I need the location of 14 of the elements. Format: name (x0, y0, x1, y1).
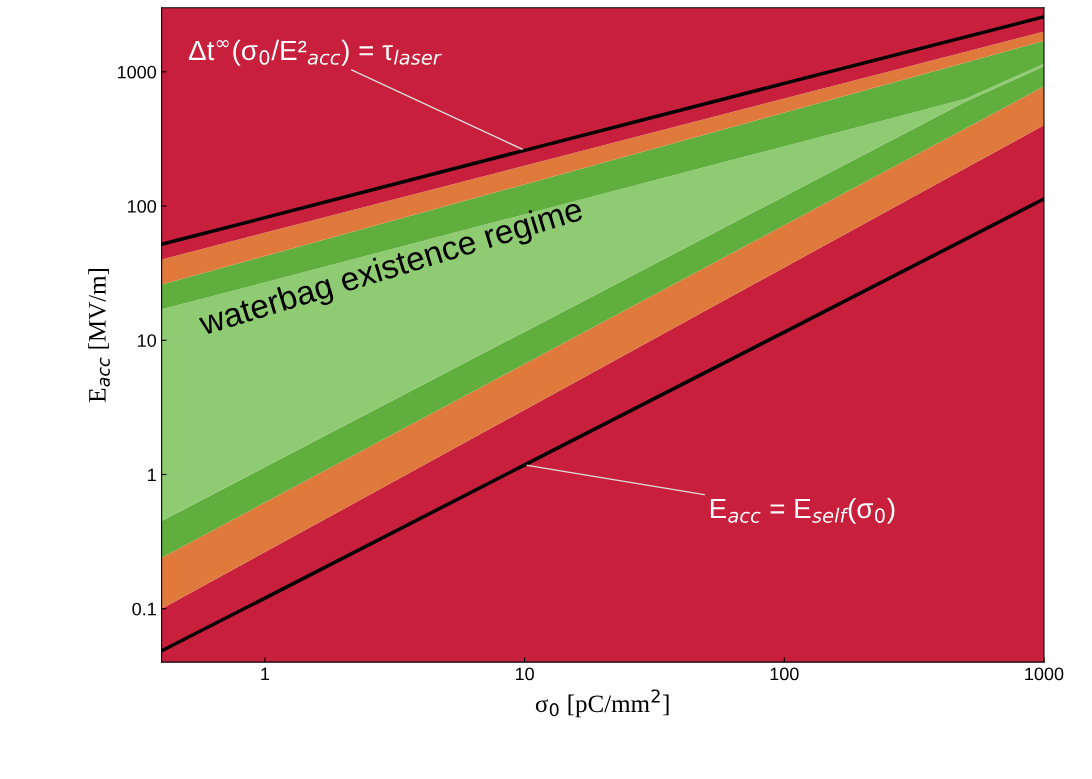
y-tick-label: 1 (148, 468, 156, 482)
x-axis-title: σ$_{0}$ [pC/mm$^{2}$] (535, 689, 669, 718)
x-tick-label: 10 (515, 667, 534, 681)
x-tick-label: 100 (770, 667, 799, 681)
y-tick-label: 100 (128, 199, 157, 213)
annotation: waterbag existence regime (196, 196, 586, 342)
y-tick-label: 1000 (117, 65, 157, 79)
y-axis-title: E$_{acc}$ [MV/m] (88, 268, 110, 403)
annotation: E$_{acc}$ = E$_{self}$(σ$_{0}$) (710, 497, 895, 524)
x-tick-label: 1 (261, 667, 270, 681)
annotation: Δt$^{∞}$(σ$_{0}$/E²$_{acc}$) = τ$_{laser}$ (188, 39, 442, 66)
y-tick-label: 0.1 (132, 602, 156, 616)
x-tick-label: 1000 (1025, 667, 1064, 681)
y-tick-label: 10 (138, 334, 157, 347)
